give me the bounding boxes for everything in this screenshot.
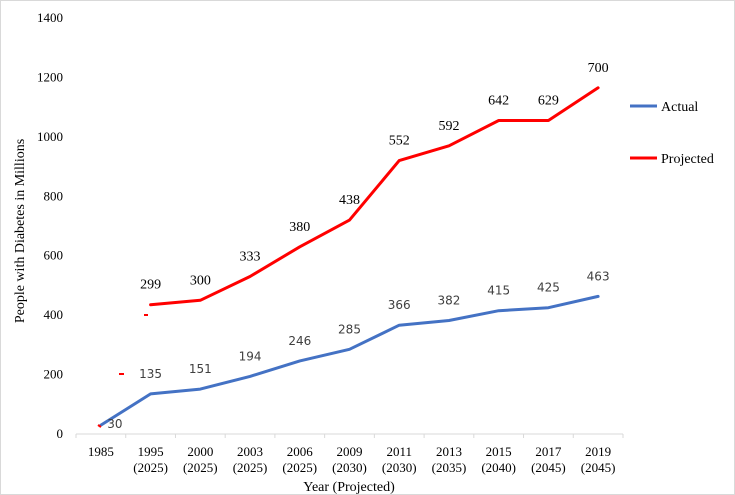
data-label-projected: 552 — [389, 134, 410, 149]
data-label-projected: 438 — [339, 193, 360, 208]
y-tick-label: 200 — [44, 367, 64, 382]
plot-area — [99, 86, 600, 427]
x-tick-sublabel: (2045) — [531, 460, 566, 475]
data-label-actual: 463 — [587, 269, 610, 283]
legend-label-actual: Actual — [661, 100, 698, 115]
data-label-actual: 415 — [487, 284, 510, 298]
y-tick-label: 1400 — [37, 10, 63, 25]
y-axis: 0 200 400 600 800 1000 1200 1400 — [37, 10, 63, 441]
x-tick-sublabel: (2025) — [133, 460, 168, 475]
data-label-actual: 382 — [438, 293, 461, 307]
x-tick-sublabel: (2025) — [282, 460, 317, 475]
x-tick-sublabel: (2040) — [481, 460, 516, 475]
data-marks — [97, 314, 148, 428]
x-tick-label: 2019 — [585, 444, 611, 459]
legend: Actual Projected — [630, 100, 714, 167]
x-tick-label: 2017 — [535, 444, 562, 459]
x-tick-sublabel: (2045) — [581, 460, 616, 475]
data-label-actual: 285 — [338, 322, 361, 336]
legend-label-projected: Projected — [661, 152, 714, 167]
data-label-actual: 425 — [537, 281, 560, 295]
x-tick-sublabel: (2030) — [332, 460, 367, 475]
stray-marker — [97, 424, 102, 428]
data-label-projected: 592 — [438, 119, 459, 134]
x-tick-label: 2000 — [187, 444, 213, 459]
x-tick-label: 2009 — [337, 444, 363, 459]
y-tick-label: 1000 — [37, 129, 63, 144]
x-axis-title: Year (Projected) — [303, 480, 395, 495]
data-label-actual: 135 — [139, 367, 162, 381]
series-line-projected — [149, 86, 600, 307]
y-tick-label: 800 — [44, 188, 64, 203]
data-label-projected: 333 — [240, 250, 261, 265]
x-tick-sublabel: (2035) — [432, 460, 467, 475]
data-label-actual: 194 — [239, 349, 262, 363]
data-label-actual: 366 — [388, 298, 411, 312]
x-tick-label: 2015 — [486, 444, 512, 459]
data-label-projected: 299 — [140, 278, 161, 293]
data-label-projected: 629 — [538, 94, 559, 109]
data-label-projected: 380 — [289, 220, 310, 235]
data-labels: 30 135 151 194 246 285 366 382 415 425 463 299 300 33… — [107, 61, 609, 431]
data-label-projected: 700 — [588, 61, 609, 76]
data-label-projected: 300 — [190, 273, 211, 288]
x-tick-sublabel: (2025) — [233, 460, 268, 475]
data-label-actual: 151 — [189, 362, 212, 376]
y-tick-label: 0 — [57, 426, 64, 441]
x-tick-label: 2003 — [237, 444, 263, 459]
data-label-actual: 30 — [107, 417, 122, 431]
y-tick-label: 400 — [44, 307, 64, 322]
y-tick-label: 600 — [44, 248, 64, 263]
data-label-actual: 246 — [288, 334, 311, 348]
x-tick-label: 1995 — [138, 444, 164, 459]
x-tick-label: 2011 — [386, 444, 412, 459]
x-tick-sublabel: (2030) — [382, 460, 417, 475]
y-tick-label: 1200 — [37, 69, 63, 84]
series-line-actual — [99, 294, 600, 427]
x-tick-label: 2006 — [287, 444, 314, 459]
x-tick-label: 1985 — [88, 444, 114, 459]
data-label-projected: 642 — [488, 94, 509, 109]
x-tick-label: 2013 — [436, 444, 462, 459]
x-tick-sublabel: (2025) — [183, 460, 218, 475]
x-axis: 1985 1995(2025)2000(2025)2003(2025)2006(2… — [75, 434, 624, 475]
y-axis-title: People with Diabetes in Millions — [13, 139, 28, 323]
